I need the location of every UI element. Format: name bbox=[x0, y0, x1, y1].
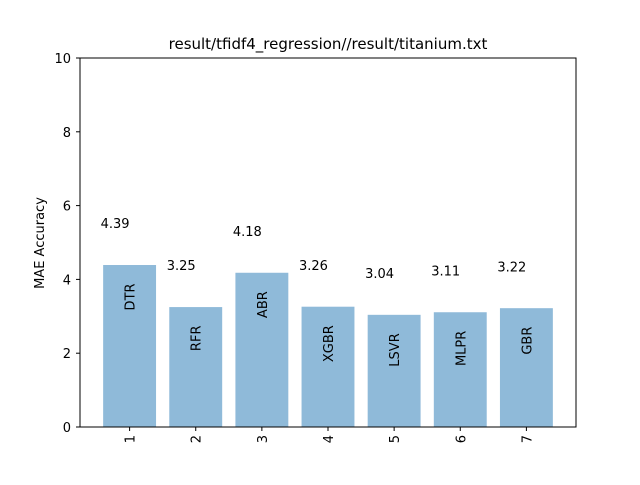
chart-title: result/tfidf4_regression//result/titaniu… bbox=[169, 35, 488, 54]
bar-4 bbox=[301, 306, 355, 427]
value-label-1: 4.39 bbox=[101, 217, 130, 232]
value-label-4: 3.26 bbox=[299, 259, 328, 274]
bar-label-LSVR: LSVR bbox=[388, 333, 403, 366]
x-tick-label-2: 2 bbox=[190, 435, 205, 443]
value-label-6: 3.11 bbox=[431, 264, 460, 279]
bar-label-RFR: RFR bbox=[190, 326, 205, 352]
y-tick-label-8: 8 bbox=[63, 126, 71, 141]
y-tick-label-0: 0 bbox=[63, 421, 71, 436]
bar-label-XGBR: XGBR bbox=[322, 325, 337, 362]
y-tick-label-4: 4 bbox=[63, 273, 71, 288]
value-label-5: 3.04 bbox=[365, 267, 394, 282]
bars-group: 4.39 DTR 3.25 RFR 4.18 ABR 3.26 XGBR 3.04 LSVR 3.1… bbox=[101, 217, 553, 427]
bar-2 bbox=[169, 307, 223, 427]
ticks-group: 1 2 3 4 5 6 7 0 2 4 6 8 10 bbox=[54, 52, 535, 443]
x-tick-label-3: 3 bbox=[256, 435, 271, 443]
bar-label-DTR: DTR bbox=[124, 283, 139, 310]
bar-label-ABR: ABR bbox=[256, 291, 271, 318]
bar-label-GBR: GBR bbox=[520, 327, 535, 355]
x-tick-label-5: 5 bbox=[388, 435, 403, 443]
value-label-7: 3.22 bbox=[497, 260, 526, 275]
value-label-3: 4.18 bbox=[233, 225, 262, 240]
y-tick-label-2: 2 bbox=[63, 347, 71, 362]
bar-3 bbox=[235, 272, 289, 427]
bar-label-MLPR: MLPR bbox=[454, 331, 469, 366]
x-tick-label-1: 1 bbox=[124, 435, 139, 443]
plot-frame bbox=[79, 57, 577, 428]
y-tick-label-10: 10 bbox=[54, 52, 71, 67]
x-tick-label-4: 4 bbox=[322, 435, 337, 443]
bar-1 bbox=[103, 265, 157, 427]
value-label-2: 3.25 bbox=[167, 259, 196, 274]
bar-6 bbox=[433, 312, 487, 427]
y-axis-label: MAE Accuracy bbox=[33, 197, 48, 289]
x-tick-label-7: 7 bbox=[520, 435, 535, 443]
x-tick-label-6: 6 bbox=[454, 435, 469, 443]
y-tick-label-6: 6 bbox=[63, 200, 71, 215]
bar-7 bbox=[499, 308, 553, 427]
bar-5 bbox=[367, 314, 421, 427]
